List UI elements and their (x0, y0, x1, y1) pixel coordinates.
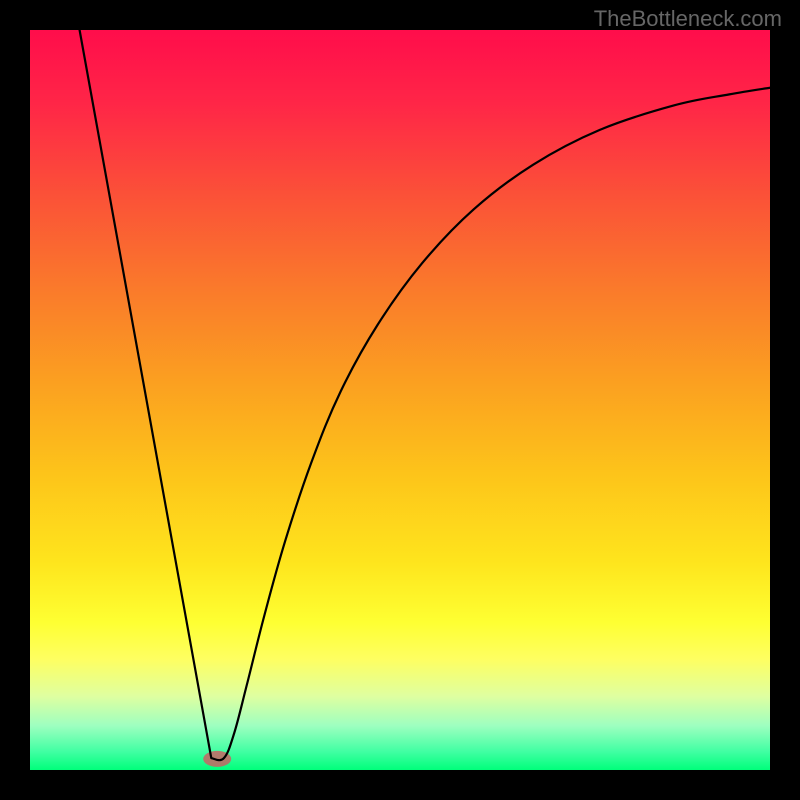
plot-area (30, 30, 770, 770)
watermark-text: TheBottleneck.com (594, 6, 782, 32)
chart-container: TheBottleneck.com (0, 0, 800, 800)
gradient-background (30, 30, 770, 770)
plot-svg (30, 30, 770, 770)
